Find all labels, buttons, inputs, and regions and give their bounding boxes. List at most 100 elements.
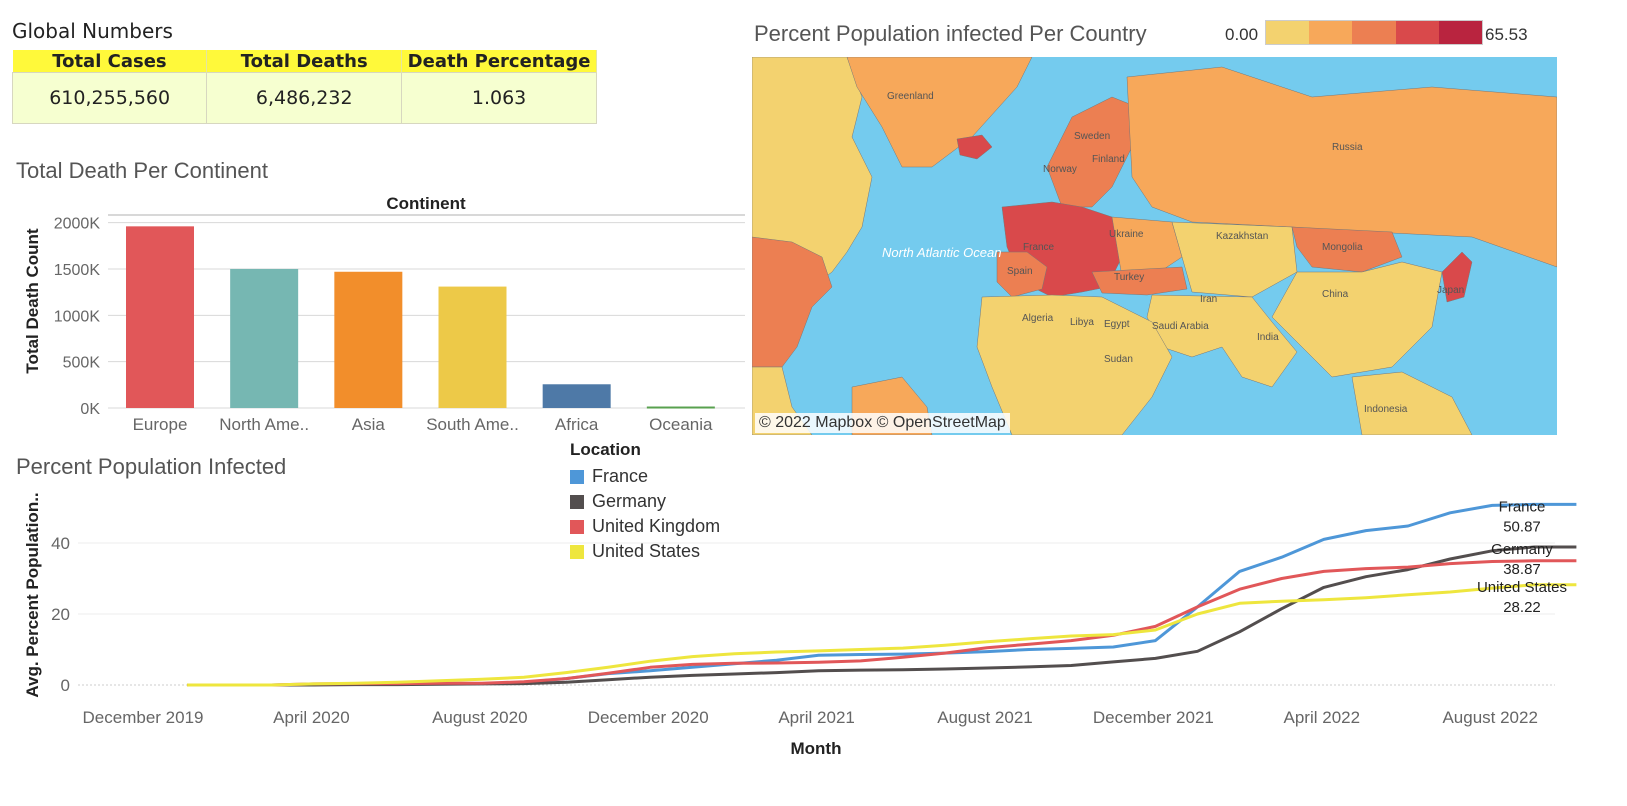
map-label-turkey: Turkey	[1114, 272, 1144, 283]
bar-y-tick-label: 2000K	[54, 216, 101, 233]
line-x-tick-label: December 2020	[588, 708, 709, 727]
map-legend-step-4	[1395, 21, 1439, 44]
percent-infected-line-chart: Avg. Percent Population.. Month 0 20 40 Dec…	[23, 492, 1577, 758]
line-x-tick-label: August 2021	[937, 708, 1032, 727]
china-region[interactable]	[1271, 261, 1443, 378]
japan-korea-region[interactable]	[1441, 251, 1473, 303]
total-cases-header: Total Cases	[12, 50, 208, 73]
line-x-tick-label: April 2020	[273, 708, 350, 727]
map-title: Percent Population infected Per Country	[754, 21, 1147, 46]
legend-swatch-france	[570, 469, 584, 484]
map-label-atlantic: North Atlantic Ocean	[882, 245, 1001, 260]
map-label-indonesia: Indonesia	[1364, 404, 1408, 415]
map-label-egypt: Egypt	[1104, 319, 1130, 330]
map-label-france: France	[1023, 242, 1055, 253]
legend-swatch-germany	[570, 494, 584, 509]
bar-europe[interactable]	[126, 226, 194, 408]
bar-oceania[interactable]	[646, 406, 715, 409]
map-label-iran: Iran	[1200, 294, 1217, 305]
bar-category-label: Africa	[555, 415, 599, 434]
map-label-finland: Finland	[1092, 154, 1125, 165]
world-map[interactable]: Greenland Sweden Norway Finland Russia U…	[752, 57, 1557, 435]
map-label-kazakhstan: Kazakhstan	[1216, 231, 1268, 242]
map-label-libya: Libya	[1070, 317, 1094, 328]
bar-category-label: Oceania	[649, 415, 713, 434]
legend-swatch-united-kingdom	[570, 519, 584, 534]
legend-item-united-states[interactable]: United States	[570, 539, 720, 564]
bar-north-ame[interactable]	[230, 268, 299, 408]
russia-region[interactable]	[1126, 66, 1557, 268]
legend-label-united-kingdom: United Kingdom	[592, 516, 721, 536]
map-color-legend	[1265, 20, 1483, 45]
bar-y-tick-label: 500K	[63, 355, 101, 372]
total-cases-value[interactable]: 610,255,560	[11, 72, 208, 124]
bar-category-label: South Ame..	[426, 415, 519, 434]
iceland-region[interactable]	[956, 134, 993, 160]
legend-label-france: France	[592, 466, 649, 486]
map-label-saudi-arabia: Saudi Arabia	[1152, 321, 1209, 332]
map-label-sweden: Sweden	[1074, 131, 1110, 142]
bar-category-label: Europe	[133, 415, 188, 434]
legend-item-united-kingdom[interactable]: United Kingdom	[570, 514, 720, 539]
death-per-continent-chart: Continent Total Death Count 0K 500K 1000K 1…	[23, 194, 745, 434]
legend-label-united-states: United States	[592, 541, 701, 561]
total-deaths-value[interactable]: 6,486,232	[206, 72, 403, 124]
map-label-spain: Spain	[1007, 266, 1033, 277]
map-label-china: China	[1322, 289, 1349, 300]
bar-category-label: Asia	[352, 415, 386, 434]
map-legend-step-1	[1266, 21, 1310, 44]
total-deaths-header: Total Deaths	[206, 50, 403, 73]
bar-asia[interactable]	[334, 271, 403, 408]
line-x-axis-label: Month	[791, 739, 842, 758]
end-label-france: France	[1499, 498, 1546, 515]
map-attribution[interactable]: © 2022 Mapbox © OpenStreetMap	[755, 413, 1010, 433]
map-legend-min: 0.00	[1225, 25, 1259, 44]
line-y-tick-label: 0	[61, 676, 70, 695]
global-numbers-title: Global Numbers	[12, 19, 173, 43]
map-label-india: India	[1257, 332, 1279, 343]
line-x-tick-label: August 2020	[432, 708, 527, 727]
greenland-region[interactable]	[846, 57, 1033, 168]
eastern-europe-region[interactable]	[1111, 216, 1183, 278]
death-percentage-value[interactable]: 1.063	[401, 72, 597, 124]
turkey-region[interactable]	[1091, 266, 1188, 296]
bar-africa[interactable]	[542, 384, 611, 408]
map-label-mongolia: Mongolia	[1322, 242, 1363, 253]
series-line-united-states[interactable]	[187, 583, 1577, 687]
map-legend-max: 65.53	[1485, 25, 1528, 44]
end-label-united-states: United States	[1477, 579, 1567, 596]
death-percentage-header: Death Percentage	[401, 50, 597, 73]
map-label-ukraine: Ukraine	[1109, 229, 1144, 240]
series-line-united-kingdom[interactable]	[187, 559, 1577, 687]
map-label-greenland: Greenland	[887, 91, 934, 102]
legend-item-germany[interactable]: Germany	[570, 489, 720, 514]
map-legend-step-5	[1438, 21, 1483, 44]
line-y-axis-label: Avg. Percent Population..	[23, 492, 42, 697]
legend-title: Location	[570, 440, 641, 459]
bar-chart-title: Total Death Per Continent	[16, 158, 268, 183]
continent-axis-header: Continent	[386, 194, 466, 213]
line-chart-title: Percent Population Infected	[16, 454, 287, 479]
map-label-norway: Norway	[1043, 164, 1077, 175]
map-label-algeria: Algeria	[1022, 313, 1054, 324]
bar-south-ame[interactable]	[438, 286, 507, 408]
line-x-tick-label: April 2021	[778, 708, 855, 727]
southeast-asia-region[interactable]	[1351, 371, 1473, 435]
bar-y-tick-label: 1000K	[54, 308, 101, 325]
legend-label-germany: Germany	[592, 491, 667, 511]
iberia-region[interactable]	[996, 251, 1048, 298]
bar-y-axis-label: Total Death Count	[23, 228, 42, 373]
map-label-japan: Japan	[1437, 285, 1464, 296]
legend-swatch-united-states	[570, 544, 584, 559]
map-label-sudan: Sudan	[1104, 354, 1133, 365]
map-legend-step-2	[1309, 21, 1353, 44]
map-label-russia: Russia	[1332, 142, 1363, 153]
bar-category-label: North Ame..	[219, 415, 309, 434]
legend-item-france[interactable]: France	[570, 464, 720, 489]
africa-region[interactable]	[976, 294, 1173, 435]
line-x-tick-label: August 2022	[1442, 708, 1537, 727]
line-legend: Location France Germany United Kingdom U…	[570, 440, 720, 564]
end-value-france: 50.87	[1503, 518, 1541, 535]
line-y-tick-label: 20	[51, 605, 70, 624]
line-y-tick-label: 40	[51, 534, 70, 553]
